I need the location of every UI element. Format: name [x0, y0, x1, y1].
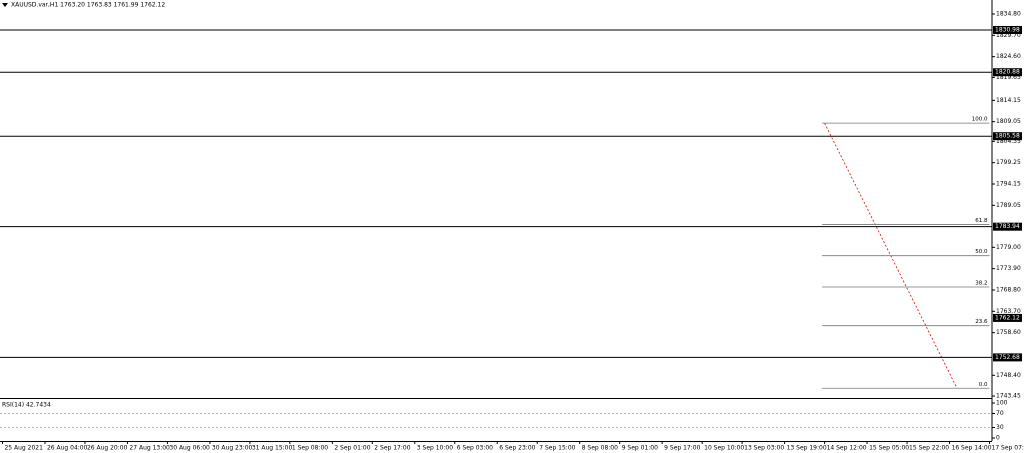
x-tick-label: 26 Aug 04:00 — [47, 445, 88, 452]
x-tick-label: 15 Sep 05:00 — [869, 445, 909, 452]
x-tick-label: 14 Sep 12:00 — [827, 445, 867, 452]
level-label-box — [993, 222, 1022, 231]
current-price-box — [993, 313, 1022, 322]
fib-label: 0.0 — [979, 382, 988, 388]
y-tick-label: 1768.80 — [996, 286, 1021, 293]
x-tick-label: 10 Sep 10:00 — [704, 445, 744, 452]
level-label: 1783.94 — [995, 223, 1020, 230]
y-tick-label: 1814.15 — [996, 97, 1021, 104]
y-tick-label: 1758.60 — [996, 329, 1021, 336]
y-tick-label: 70 — [996, 410, 1004, 417]
y-tick-label: 30 — [996, 424, 1004, 431]
x-tick-label: 6 Sep 03:00 — [457, 445, 493, 452]
x-tick-label: 6 Sep 23:00 — [499, 445, 535, 452]
x-tick-label: 7 Sep 15:00 — [539, 445, 575, 452]
x-tick-label: 2 Sep 17:00 — [374, 445, 410, 452]
x-tick-label: 15 Sep 22:00 — [909, 445, 949, 452]
x-tick-label: 30 Aug 23:00 — [212, 445, 253, 452]
y-tick-label: 100 — [996, 400, 1008, 407]
level-label-box — [993, 353, 1022, 362]
x-tick-label: 9 Sep 17:00 — [664, 445, 700, 452]
y-tick-label: 1763.70 — [996, 308, 1021, 315]
y-tick-label: 1824.60 — [996, 53, 1021, 60]
x-tick-label: 25 Aug 2021 — [4, 445, 43, 452]
rsi-title: RSI(14) 42.7434 — [2, 402, 51, 409]
x-tick-label: 30 Aug 06:00 — [169, 445, 210, 452]
title-arrow — [2, 3, 8, 7]
x-tick-label: 2 Sep 01:00 — [334, 445, 370, 452]
level-label: 1752.68 — [995, 354, 1020, 361]
y-tick-label: 1789.05 — [996, 202, 1021, 209]
y-tick-label: 1829.70 — [996, 32, 1021, 39]
y-tick-label: 1773.90 — [996, 265, 1021, 272]
x-tick-label: 13 Sep 03:00 — [744, 445, 784, 452]
fib-label: 100.0 — [972, 117, 988, 123]
x-tick-label: 26 Aug 20:00 — [87, 445, 128, 452]
y-tick-label: 0 — [996, 435, 1000, 442]
level-label: 1805.58 — [995, 133, 1020, 140]
x-tick-label: 8 Sep 08:00 — [582, 445, 618, 452]
x-tick-label: 13 Sep 19:00 — [787, 445, 827, 452]
fib-label: 23.6 — [975, 319, 988, 325]
level-label-box — [993, 68, 1022, 77]
y-tick-label: 1743.45 — [996, 392, 1021, 399]
chart-title: XAUUSD.var,H1 1763.20 1763.83 1761.99 17… — [11, 2, 165, 9]
fib-label: 61.8 — [975, 218, 988, 224]
x-tick-label: 17 Sep 07:00 — [992, 445, 1024, 452]
level-label: 1830.98 — [995, 26, 1020, 33]
x-tick-label: 1 Sep 08:00 — [292, 445, 328, 452]
y-tick-label: 1748.40 — [996, 372, 1021, 379]
y-tick-label: 1804.35 — [996, 138, 1021, 145]
fib-label: 38.2 — [975, 280, 987, 286]
level-label-box — [993, 25, 1022, 34]
y-tick-label: 1819.65 — [996, 74, 1021, 81]
x-tick-label: 31 Aug 15:00 — [252, 445, 293, 452]
level-label-box — [993, 132, 1022, 141]
level-label: 1820.88 — [995, 69, 1020, 76]
x-tick-label: 9 Sep 01:00 — [622, 445, 658, 452]
y-tick-label: 1809.05 — [996, 118, 1021, 125]
y-tick-label: 1779.00 — [996, 244, 1021, 251]
y-tick-label: 1834.80 — [996, 11, 1021, 18]
x-tick-label: 16 Sep 14:00 — [952, 445, 992, 452]
fib-label: 50.0 — [975, 249, 988, 255]
y-tick-label: 1799.25 — [996, 159, 1021, 166]
x-tick-label: 3 Sep 10:00 — [417, 445, 453, 452]
current-price-label: 1762.12 — [995, 314, 1020, 321]
y-tick-label: 1794.15 — [996, 180, 1021, 187]
x-tick-label: 27 Aug 13:00 — [129, 445, 170, 452]
